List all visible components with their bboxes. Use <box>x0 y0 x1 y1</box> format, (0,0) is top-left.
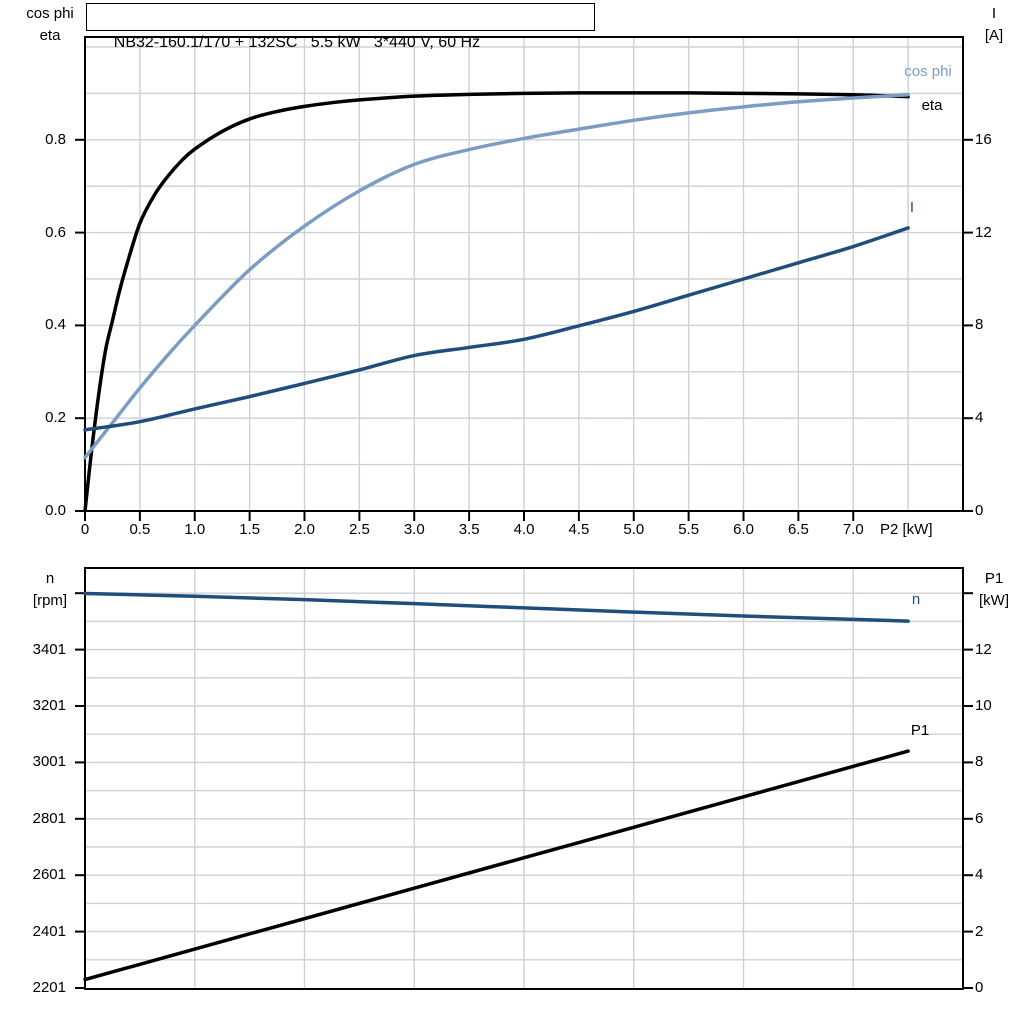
curve-eta <box>83 91 910 513</box>
curve-P1 <box>83 749 910 982</box>
curve-n <box>83 591 910 623</box>
upper-chart <box>75 36 973 521</box>
lower-ticks <box>75 592 973 989</box>
chart-title-box: NB32-160.1/170 + 132SC 5.5 kW 3*440 V, 6… <box>86 3 595 51</box>
curve-cos-phi <box>83 93 910 460</box>
curve-I <box>83 226 910 432</box>
upper-ticks <box>75 138 973 521</box>
lower-frame <box>84 567 964 990</box>
chart-title: NB32-160.1/170 + 132SC 5.5 kW 3*440 V, 6… <box>113 34 481 51</box>
lower-chart <box>75 567 973 990</box>
upper-gridlines <box>85 37 963 511</box>
lower-gridlines <box>85 568 963 989</box>
